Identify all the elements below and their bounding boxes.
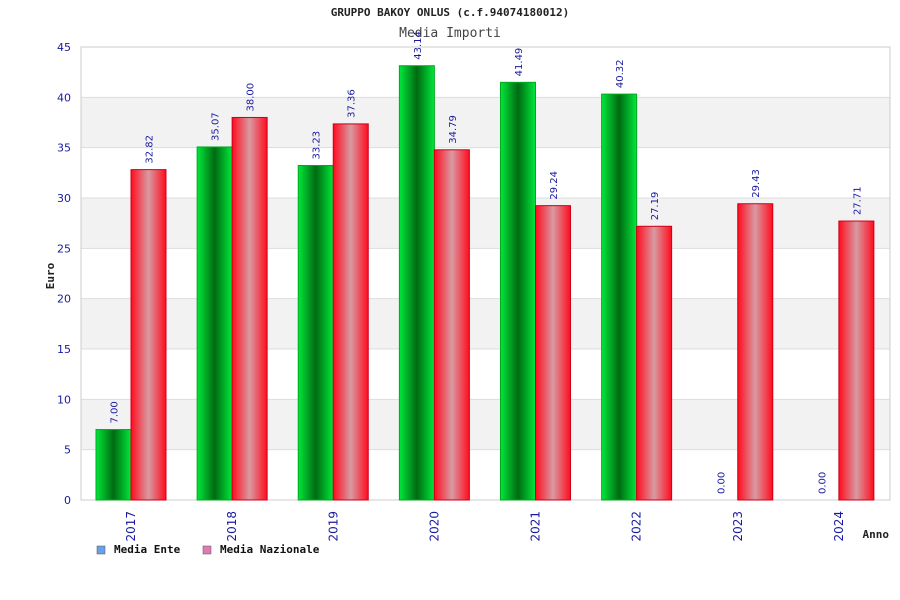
x-tick-label: 2023 — [731, 511, 745, 542]
x-tick-label: 2021 — [529, 511, 543, 542]
bar-media-nazionale-2024 — [838, 220, 875, 501]
data-label-media-ente-2023: 0.00 — [716, 472, 727, 494]
data-label-media-ente-2017: 7.00 — [110, 401, 121, 423]
grid-band — [81, 97, 890, 148]
data-label-media-ente-2022: 40.32 — [615, 59, 626, 88]
bars — [95, 65, 875, 501]
data-labels: 7.00 32.82 35.07 38.00 33.23 37.36 43.14 34.79 4… — [110, 31, 864, 494]
y-tick-label: 45 — [57, 41, 71, 54]
bar-media-nazionale-2018 — [231, 116, 268, 501]
y-tick-label: 30 — [57, 192, 71, 205]
chart-subtitle: Media Importi — [399, 26, 501, 41]
bar-media-ente-2022 — [601, 93, 638, 501]
y-tick-label: 40 — [57, 91, 71, 104]
bar-media-nazionale-2019 — [332, 123, 369, 501]
bar-media-nazionale-2020 — [433, 149, 470, 501]
data-label-media-nazionale-2019: 37.36 — [347, 89, 358, 118]
legend-swatch-media-nazionale — [202, 545, 212, 555]
x-tick-label: 2020 — [427, 511, 441, 542]
data-label-media-nazionale-2018: 38.00 — [246, 83, 257, 112]
y-tick-label: 15 — [57, 343, 71, 356]
x-axis-label: Anno — [863, 528, 890, 541]
chart-title: GRUPPO BAKOY ONLUS (c.f.94074180012) — [331, 6, 569, 19]
data-label-media-ente-2018: 35.07 — [211, 112, 222, 141]
data-label-media-nazionale-2021: 29.24 — [549, 171, 560, 200]
bar-media-nazionale-2022 — [636, 225, 673, 501]
legend-label-media-nazionale: Media Nazionale — [220, 543, 320, 556]
bar-media-ente-2020 — [398, 65, 435, 501]
x-tick-label: 2024 — [832, 511, 846, 542]
legend-swatch-media-ente — [96, 545, 106, 555]
x-tick-label: 2017 — [124, 511, 138, 542]
y-tick-label: 10 — [57, 393, 71, 406]
data-label-media-ente-2020: 43.14 — [413, 31, 424, 60]
grid-band — [81, 47, 890, 98]
legend: Media Ente Media Nazionale — [96, 543, 320, 556]
y-tick-label: 35 — [57, 142, 71, 155]
data-label-media-nazionale-2017: 32.82 — [145, 135, 156, 164]
x-tick-label: 2018 — [225, 511, 239, 542]
data-label-media-nazionale-2023: 29.43 — [751, 169, 762, 198]
bar-media-nazionale-2017 — [130, 169, 167, 501]
bar-media-ente-2017 — [95, 429, 132, 501]
x-tick-label: 2022 — [630, 511, 644, 542]
data-label-media-nazionale-2024: 27.71 — [852, 186, 863, 215]
bar-media-ente-2021 — [500, 81, 536, 501]
bar-media-nazionale-2023 — [737, 203, 774, 501]
y-tick-label: 25 — [57, 242, 71, 255]
data-label-media-nazionale-2022: 27.19 — [650, 192, 661, 221]
data-label-media-ente-2019: 33.23 — [312, 131, 323, 160]
x-tick-label: 2019 — [326, 511, 340, 542]
x-axis-ticks: 2017 2018 2019 2020 2021 2022 2023 2024 — [124, 511, 846, 542]
bar-media-ente-2019 — [297, 164, 334, 501]
bar-media-nazionale-2021 — [535, 205, 571, 501]
legend-label-media-ente: Media Ente — [114, 543, 181, 556]
y-tick-label: 5 — [64, 444, 71, 457]
data-label-media-ente-2021: 41.49 — [514, 48, 525, 77]
data-label-media-ente-2024: 0.00 — [817, 472, 828, 494]
y-tick-label: 20 — [57, 293, 71, 306]
data-label-media-nazionale-2020: 34.79 — [448, 115, 459, 144]
y-tick-label: 0 — [64, 494, 71, 507]
plot-frame — [80, 46, 891, 501]
y-axis-label: Euro — [44, 262, 57, 289]
y-axis-ticks: 0 5 10 15 20 25 30 35 40 45 — [57, 41, 71, 507]
bar-media-ente-2018 — [196, 146, 233, 501]
